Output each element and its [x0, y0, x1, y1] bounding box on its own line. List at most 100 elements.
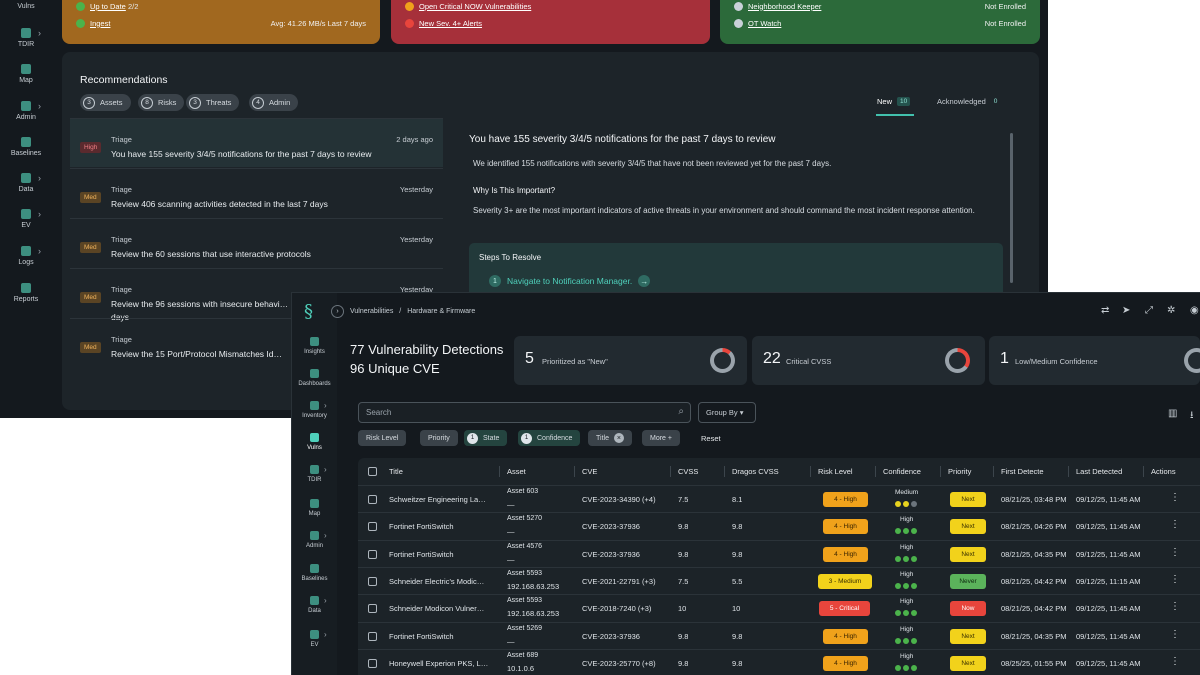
column-header[interactable]: First Detecte	[1001, 467, 1044, 476]
tab-acknowledged[interactable]: Acknowledged 0	[937, 97, 1000, 106]
filter-chip-risks[interactable]: 8 Risks	[138, 94, 185, 111]
nav-tdir[interactable]: › TDIR	[0, 28, 52, 48]
swap-icon[interactable]: ⇄	[1101, 305, 1110, 316]
nav-data[interactable]: › Data	[292, 596, 337, 614]
column-header[interactable]: Last Detected	[1076, 467, 1123, 476]
recommendation-item[interactable]: Med Triage Yesterday Review the 60 sessions…	[70, 218, 443, 267]
status-link[interactable]: New Sev. 4+ Alerts	[419, 18, 483, 28]
nav-vulns[interactable]: Vulns	[0, 3, 52, 10]
filter-title[interactable]: Title ×	[588, 430, 632, 446]
status-link[interactable]: Up to Date	[90, 1, 126, 11]
nav-tdir[interactable]: › TDIR	[292, 465, 337, 483]
dragos-logo-icon[interactable]: §	[304, 301, 313, 322]
stat-card[interactable]: 5 Prioritized as "New"	[514, 336, 747, 385]
cell-cve[interactable]: CVE-2023-37936	[582, 631, 640, 641]
cell-cve[interactable]: CVE-2021-22791 (+3)	[582, 576, 656, 586]
recommendation-item[interactable]: Med Triage Yesterday Review 406 scanning ac…	[70, 168, 443, 217]
cell-cve[interactable]: CVE-2023-37936	[582, 522, 640, 532]
tab-new[interactable]: New 10	[877, 97, 911, 106]
cell-cve[interactable]: CVE-2018-7240 (+3)	[582, 604, 652, 614]
filter-chip-threats[interactable]: 3 Threats	[186, 94, 240, 111]
nav-data[interactable]: › Data	[0, 173, 52, 193]
cell-title[interactable]: Fortinet FortiSwitch	[389, 549, 454, 559]
cell-asset[interactable]: Asset 603	[507, 488, 539, 495]
column-divider[interactable]	[875, 466, 876, 477]
row-checkbox[interactable]	[368, 631, 377, 641]
cell-title[interactable]: Honeywell Experion PKS, L…	[389, 658, 489, 668]
cell-cve[interactable]: CVE-2023-37936	[582, 549, 640, 559]
cell-title[interactable]: Fortinet FortiSwitch	[389, 631, 454, 641]
recommendation-item[interactable]: High Triage 2 days ago You have 155 severit…	[70, 118, 443, 167]
close-icon[interactable]: ×	[613, 433, 624, 443]
column-header[interactable]: Risk Level	[818, 467, 853, 476]
breadcrumb-hardware-firmware[interactable]: Hardware & Firmware	[407, 308, 476, 315]
column-divider[interactable]	[810, 466, 811, 477]
nav-baselines[interactable]: Baselines	[292, 564, 337, 582]
download-icon[interactable]: ⭳	[1190, 410, 1194, 421]
row-checkbox[interactable]	[368, 658, 377, 668]
cell-asset[interactable]: Asset 5593	[507, 569, 543, 577]
row-actions-icon[interactable]: ⋮	[1170, 492, 1180, 503]
stat-card[interactable]: 1 Low/Medium Confidence	[989, 336, 1200, 385]
chevron-right-icon[interactable]: ›	[331, 305, 344, 318]
column-header[interactable]: Dragos CVSS	[732, 467, 779, 476]
column-divider[interactable]	[1068, 466, 1069, 477]
detail-scrollbar[interactable]	[1010, 133, 1013, 283]
nav-admin[interactable]: › Admin	[292, 531, 337, 549]
nav-ev[interactable]: › EV	[0, 209, 52, 229]
nav-insights[interactable]: Insights	[292, 337, 337, 355]
recommendation-item[interactable]: Med Triage Review the 15 Port/Protocol Mis…	[70, 318, 443, 367]
cell-title[interactable]: Fortinet FortiSwitch	[389, 522, 454, 532]
column-header[interactable]: CVSS	[678, 467, 699, 476]
row-actions-icon[interactable]: ⋮	[1170, 573, 1180, 585]
column-header[interactable]: Confidence	[883, 467, 921, 476]
column-divider[interactable]	[499, 466, 500, 477]
column-divider[interactable]	[724, 466, 725, 477]
filter-state[interactable]: 1 State	[464, 430, 508, 446]
row-actions-icon[interactable]: ⋮	[1170, 519, 1180, 531]
column-divider[interactable]	[940, 466, 941, 477]
nav-reports[interactable]: Reports	[0, 283, 52, 303]
reset-filters-button[interactable]: Reset	[701, 434, 721, 443]
table-row[interactable]: Schweitzer Engineering La… Asset 603 — CVE-…	[358, 485, 1200, 512]
cell-title[interactable]: Schneider Modicon Vulner…	[389, 604, 485, 614]
nav-logs[interactable]: › Logs	[0, 246, 52, 266]
nav-map[interactable]: Map	[292, 499, 337, 517]
row-actions-icon[interactable]: ⋮	[1170, 546, 1180, 558]
row-actions-icon[interactable]: ⋮	[1170, 628, 1180, 640]
column-header[interactable]: Title	[389, 467, 403, 476]
breadcrumb-vulnerabilities[interactable]: Vulnerabilities	[350, 308, 394, 315]
nav-admin[interactable]: › Admin	[0, 101, 52, 121]
gear-icon[interactable]: ✲	[1167, 305, 1176, 316]
cell-cve[interactable]: CVE-2023-25770 (+8)	[582, 658, 656, 668]
row-checkbox[interactable]	[368, 604, 377, 614]
expand-icon[interactable]: ⤢	[1145, 305, 1153, 316]
table-row[interactable]: Honeywell Experion PKS, L… Asset 689 10.1.…	[358, 648, 1200, 675]
row-checkbox[interactable]	[368, 576, 377, 586]
group-by-dropdown[interactable]: Group By ▾	[698, 402, 756, 423]
filter-more[interactable]: More +	[642, 430, 680, 446]
filter-chip-assets[interactable]: 3 Assets	[80, 94, 131, 111]
status-link[interactable]: Ingest	[90, 18, 111, 28]
column-header[interactable]: CVE	[582, 467, 598, 476]
nav-vulns[interactable]: Vulns	[292, 433, 337, 451]
status-link[interactable]: Open Critical NOW Vulnerabilities	[419, 1, 532, 11]
column-divider[interactable]	[574, 466, 575, 477]
step-link-notification-manager[interactable]: 1 Navigate to Notification Manager. →	[489, 275, 651, 287]
columns-icon[interactable]: ▥	[1168, 408, 1178, 419]
filter-priority[interactable]: Priority	[420, 430, 458, 446]
cell-asset[interactable]: Asset 4576	[507, 542, 543, 550]
search-input[interactable]: Search ⌕	[358, 402, 691, 423]
select-all-checkbox[interactable]	[368, 467, 377, 476]
column-header[interactable]: Priority	[948, 467, 972, 476]
send-icon[interactable]: ➤	[1122, 305, 1131, 316]
table-row[interactable]: Schneider Modicon Vulner… Asset 5593 192.1…	[358, 594, 1200, 621]
table-row[interactable]: Fortinet FortiSwitch Asset 5270 — CVE-2023-…	[358, 512, 1200, 539]
cell-asset[interactable]: Asset 689	[507, 651, 539, 659]
row-checkbox[interactable]	[368, 495, 377, 504]
column-header[interactable]: Actions	[1151, 467, 1176, 476]
status-link[interactable]: Neighborhood Keeper	[748, 1, 822, 11]
row-actions-icon[interactable]: ⋮	[1170, 655, 1180, 667]
cell-asset[interactable]: Asset 5593	[507, 597, 543, 605]
row-actions-icon[interactable]: ⋮	[1170, 601, 1180, 613]
